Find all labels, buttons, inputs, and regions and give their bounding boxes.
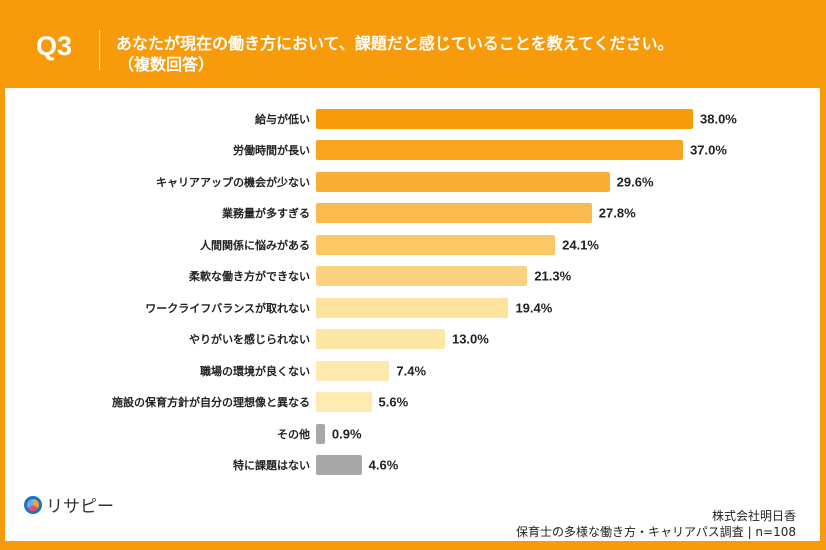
logo-text: リサピー <box>46 497 114 517</box>
bar <box>316 392 372 413</box>
bar <box>316 454 362 475</box>
value-label: 0.9% <box>331 426 362 441</box>
bar <box>316 140 684 161</box>
value-label: 24.1% <box>562 237 599 253</box>
question-subtitle: （複数回答） <box>118 55 215 74</box>
bar <box>316 203 592 224</box>
bar <box>316 360 390 381</box>
value-label: 27.8% <box>598 205 636 221</box>
value-label: 7.4% <box>396 363 427 379</box>
bar <box>316 266 528 287</box>
category-label: キャリアアップの機会が少ない <box>156 175 310 189</box>
value-label: 29.6% <box>616 174 654 190</box>
logo-pin-icon <box>24 495 42 514</box>
question-number: Q3 <box>36 31 73 61</box>
value-label: 37.0% <box>690 142 727 158</box>
value-label: 13.0% <box>451 331 489 347</box>
category-label: 業務量が多すぎる <box>222 207 310 221</box>
logo: リサピー <box>24 492 114 517</box>
value-label: 21.3% <box>534 268 572 284</box>
category-label: 特に課題はない <box>233 458 310 472</box>
category-label: 施設の保育方針が自分の理想像と異なる <box>112 396 310 410</box>
footer-company: 株式会社明日香 <box>711 509 796 523</box>
footer-survey: 保育士の多様な働き方・キャリアパス調査 | n=108 <box>516 525 796 539</box>
header-divider <box>99 30 100 70</box>
category-label: 給与が低い <box>255 113 310 126</box>
value-label: 5.6% <box>378 394 409 410</box>
category-label: 職場の環境が良くない <box>200 364 310 378</box>
bar <box>316 171 610 192</box>
category-label: その他 <box>277 427 310 441</box>
value-label: 4.6% <box>368 457 399 473</box>
category-label: ワークライフバランスが取れない <box>145 301 310 315</box>
category-label: 人間関係に悩みがある <box>200 238 310 252</box>
bar <box>316 423 325 444</box>
bar <box>316 109 693 129</box>
bar <box>316 297 509 318</box>
bar <box>316 329 445 350</box>
category-label: 労働時間が長い <box>233 144 310 158</box>
value-label: 19.4% <box>515 300 553 316</box>
category-label: やりがいを感じられない <box>189 333 310 347</box>
question-title: あなたが現在の働き方において、課題だと感じていることを教えてください。 <box>116 34 674 53</box>
bar <box>316 234 556 255</box>
category-label: 柔軟な働き方ができない <box>189 270 310 284</box>
value-label: 38.0% <box>700 111 737 127</box>
